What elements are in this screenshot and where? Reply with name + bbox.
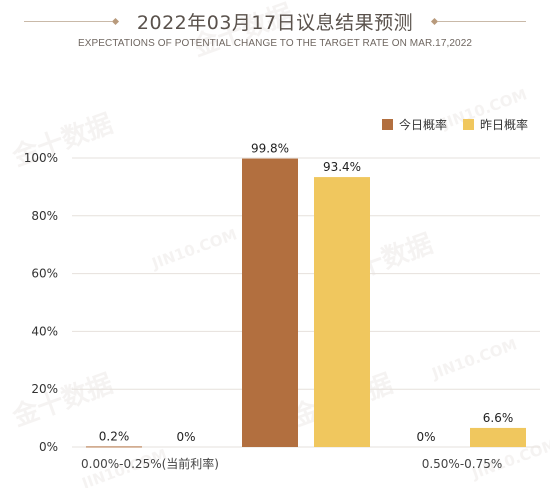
bar-value-labels: 0.2% 0% 99.8% 93.4% 0% 6.6% [99,142,514,444]
bar-value-label: 0% [416,430,435,444]
bar-value-label: 0% [176,430,195,444]
bar [314,177,370,447]
legend-item-today: 今日概率 [381,116,447,133]
legend-swatch-yesterday [462,119,474,130]
title-decoration-left [24,21,112,22]
bar [86,446,142,448]
chart-header: 2022年03月17日议息结果预测 EXPECTATIONS OF POTENT… [0,0,550,60]
title-decoration-right [438,21,526,22]
x-axis-ticks: 0.00%-0.25%(当前利率) 0.50%-0.75% [81,456,502,471]
bar-value-label: 6.6% [483,411,514,425]
y-tick-label: 40% [31,324,58,338]
bar-value-label: 99.8% [251,142,289,156]
chart-subtitle: EXPECTATIONS OF POTENTIAL CHANGE TO THE … [77,38,473,49]
y-tick-label: 20% [31,382,58,396]
bar [470,427,526,447]
y-tick-label: 0% [39,440,58,454]
legend-item-yesterday: 昨日概率 [462,116,528,133]
x-tick-label: 0.50%-0.75% [422,457,503,471]
legend-label-yesterday: 昨日概率 [479,118,528,132]
bar-value-label: 0.2% [99,429,130,443]
bar-value-label: 93.4% [323,160,361,174]
chart-title: 2022年03月17日议息结果预测 [136,12,414,34]
y-tick-label: 100% [24,151,58,165]
legend-swatch-today [381,119,393,130]
grid-lines [72,157,540,448]
legend-label-today: 今日概率 [398,118,447,132]
x-tick-label: 0.00%-0.25%(当前利率) [81,456,219,471]
y-tick-label: 80% [31,209,58,223]
legend: 今日概率 昨日概率 [381,116,528,133]
bar [242,158,298,447]
y-axis-ticks: 0% 20% 40% 60% 80% 100% [24,151,58,454]
y-tick-label: 60% [31,267,58,281]
bars [86,158,526,448]
